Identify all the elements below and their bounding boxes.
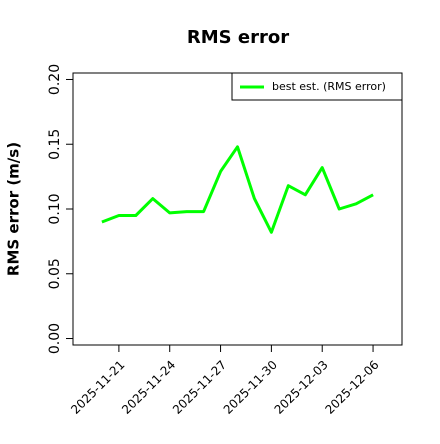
chart-title: RMS error bbox=[187, 27, 289, 48]
y-tick-label: 0.05 bbox=[47, 258, 63, 289]
y-axis-label: RMS error (m/s) bbox=[5, 142, 23, 276]
x-tick-label: 2025-11-30 bbox=[221, 358, 280, 417]
x-tick-label: 2025-11-27 bbox=[170, 358, 229, 417]
y-tick-label: 0.15 bbox=[47, 129, 63, 160]
data-line bbox=[101, 145, 374, 234]
plot-frame bbox=[72, 72, 403, 346]
x-tick-label: 2025-12-06 bbox=[322, 358, 381, 417]
y-tick-label: 0.10 bbox=[47, 193, 63, 224]
legend-label: best est. (RMS error) bbox=[272, 80, 386, 93]
x-tick-label: 2025-11-21 bbox=[68, 358, 127, 417]
y-tick-label: 0.00 bbox=[47, 323, 63, 354]
x-tick-label: 2025-11-24 bbox=[119, 358, 178, 417]
y-tick-label: 0.20 bbox=[47, 64, 63, 95]
x-tick-label: 2025-12-03 bbox=[272, 358, 331, 417]
